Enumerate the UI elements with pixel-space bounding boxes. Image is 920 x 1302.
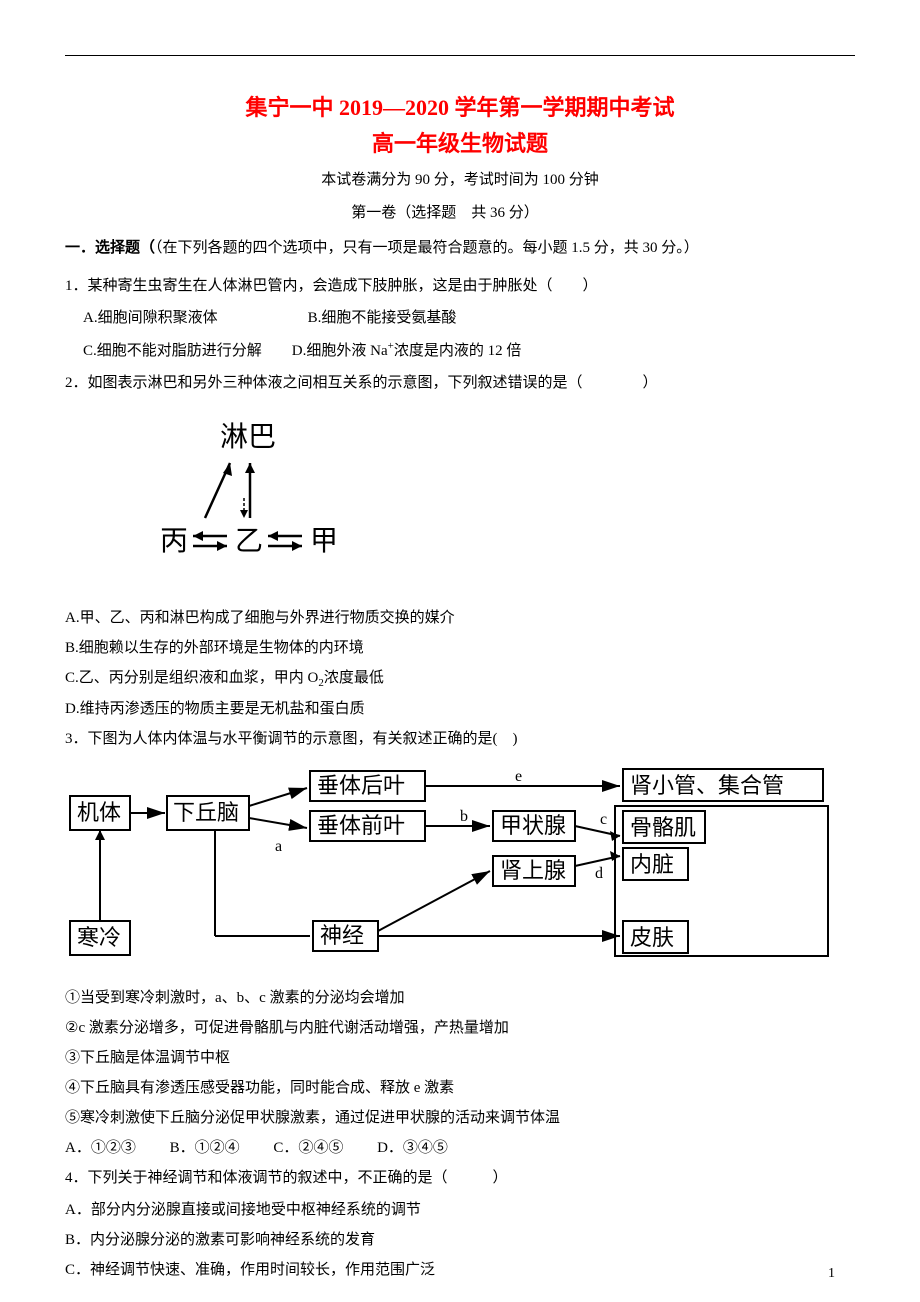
- q1-options-row2: C.细胞不能对脂肪进行分解 D.细胞外液 Na+浓度是内液的 12 倍: [83, 335, 855, 366]
- q2-optD: D.维持丙渗透压的物质主要是无机盐和蛋白质: [65, 694, 855, 724]
- svg-text:肾小管、集合管: 肾小管、集合管: [630, 773, 784, 798]
- q2-optA: A.甲、乙、丙和淋巴构成了细胞与外界进行物质交换的媒介: [65, 603, 855, 633]
- q3-line3: ③下丘脑是体温调节中枢: [65, 1043, 855, 1073]
- q3-line2: ②c 激素分泌增多，可促进骨骼肌与内脏代谢活动增强，产热量增加: [65, 1013, 855, 1043]
- d1-jia: 甲: [310, 526, 338, 557]
- d1-yi: 乙: [235, 526, 263, 557]
- q1-optA: A.细胞间隙积聚液体: [83, 310, 218, 326]
- q2-optB: B.细胞赖以生存的外部环境是生物体的内环境: [65, 633, 855, 663]
- svg-text:e: e: [515, 768, 522, 785]
- diagram1: 淋巴 丙 乙 甲: [125, 418, 855, 583]
- q4-optC: C．神经调节快速、准确，作用时间较长，作用范围广泛: [65, 1255, 855, 1285]
- q3-line4: ④下丘脑具有渗透压感受器功能，同时能合成、释放 e 激素: [65, 1073, 855, 1103]
- q1-options-row1: A.细胞间隙积聚液体 B.细胞不能接受氨基酸: [83, 303, 855, 333]
- q3-line1: ①当受到寒冷刺激时，a、b、c 激素的分泌均会增加: [65, 983, 855, 1013]
- svg-text:机体: 机体: [77, 800, 121, 825]
- q1-optC: C.细胞不能对脂肪进行分解: [83, 343, 262, 359]
- q4-optA: A．部分内分泌腺直接或间接地受中枢神经系统的调节: [65, 1195, 855, 1225]
- svg-text:神经: 神经: [320, 923, 364, 948]
- d1-linba: 淋巴: [220, 421, 276, 453]
- svg-text:骨骼肌: 骨骼肌: [630, 815, 696, 840]
- q1-optD: D.细胞外液 Na+浓度是内液的 12 倍: [292, 343, 522, 359]
- svg-text:寒冷: 寒冷: [77, 925, 121, 950]
- top-divider: [65, 55, 855, 56]
- section-header: 第一卷（选择题 共 36 分）: [65, 201, 855, 222]
- svg-text:甲状腺: 甲状腺: [500, 813, 566, 838]
- q4-text: 4．下列关于神经调节和体液调节的叙述中，不正确的是（ ）: [65, 1163, 855, 1193]
- q3-options: A．①②③ B．①②④ C．②④⑤ D．③④⑤: [65, 1133, 855, 1163]
- svg-text:下丘脑: 下丘脑: [173, 800, 239, 825]
- diagram2: 机体 下丘脑 寒冷 a 垂体后叶 垂体前叶 e 肾小管、集合管 b 甲状腺 c …: [65, 766, 855, 971]
- section1-label-rest: （在下列各题的四个选项中，只有一项是最符合题意的。每小题 1.5 分，共 30 …: [155, 240, 699, 256]
- svg-text:垂体后叶: 垂体后叶: [317, 773, 405, 798]
- exam-info: 本试卷满分为 90 分，考试时间为 100 分钟: [65, 168, 855, 189]
- svg-text:a: a: [275, 838, 282, 855]
- title-sub: 高一年级生物试题: [65, 126, 855, 158]
- q2-optC: C.乙、丙分别是组织液和血浆，甲内 O2浓度最低: [65, 663, 855, 694]
- q3-line5: ⑤寒冷刺激使下丘脑分泌促甲状腺激素，通过促进甲状腺的活动来调节体温: [65, 1103, 855, 1133]
- section1-label-bold: 一．选择题（: [65, 240, 155, 256]
- title-main: 集宁一中 2019—2020 学年第一学期期中考试: [65, 90, 855, 122]
- svg-text:肾上腺: 肾上腺: [500, 858, 566, 883]
- svg-text:c: c: [600, 811, 607, 828]
- svg-text:b: b: [460, 808, 468, 825]
- q4-optB: B．内分泌腺分泌的激素可影响神经系统的发育: [65, 1225, 855, 1255]
- svg-text:垂体前叶: 垂体前叶: [317, 813, 405, 838]
- page-number: 1: [828, 1266, 835, 1282]
- svg-text:d: d: [595, 865, 603, 882]
- section1-title: 一．选择题（（在下列各题的四个选项中，只有一项是最符合题意的。每小题 1.5 分…: [65, 236, 855, 257]
- svg-text:内脏: 内脏: [630, 852, 674, 877]
- svg-text:皮肤: 皮肤: [630, 925, 674, 950]
- d1-bing: 丙: [160, 526, 188, 557]
- q2-text: 2．如图表示淋巴和另外三种体液之间相互关系的示意图，下列叙述错误的是（ ）: [65, 368, 855, 398]
- q3-text: 3．下图为人体内体温与水平衡调节的示意图，有关叙述正确的是( ): [65, 724, 855, 754]
- q1-optB: B.细胞不能接受氨基酸: [308, 310, 457, 326]
- q1-text: 1．某种寄生虫寄生在人体淋巴管内，会造成下肢肿胀，这是由于肿胀处（ ）: [65, 271, 855, 301]
